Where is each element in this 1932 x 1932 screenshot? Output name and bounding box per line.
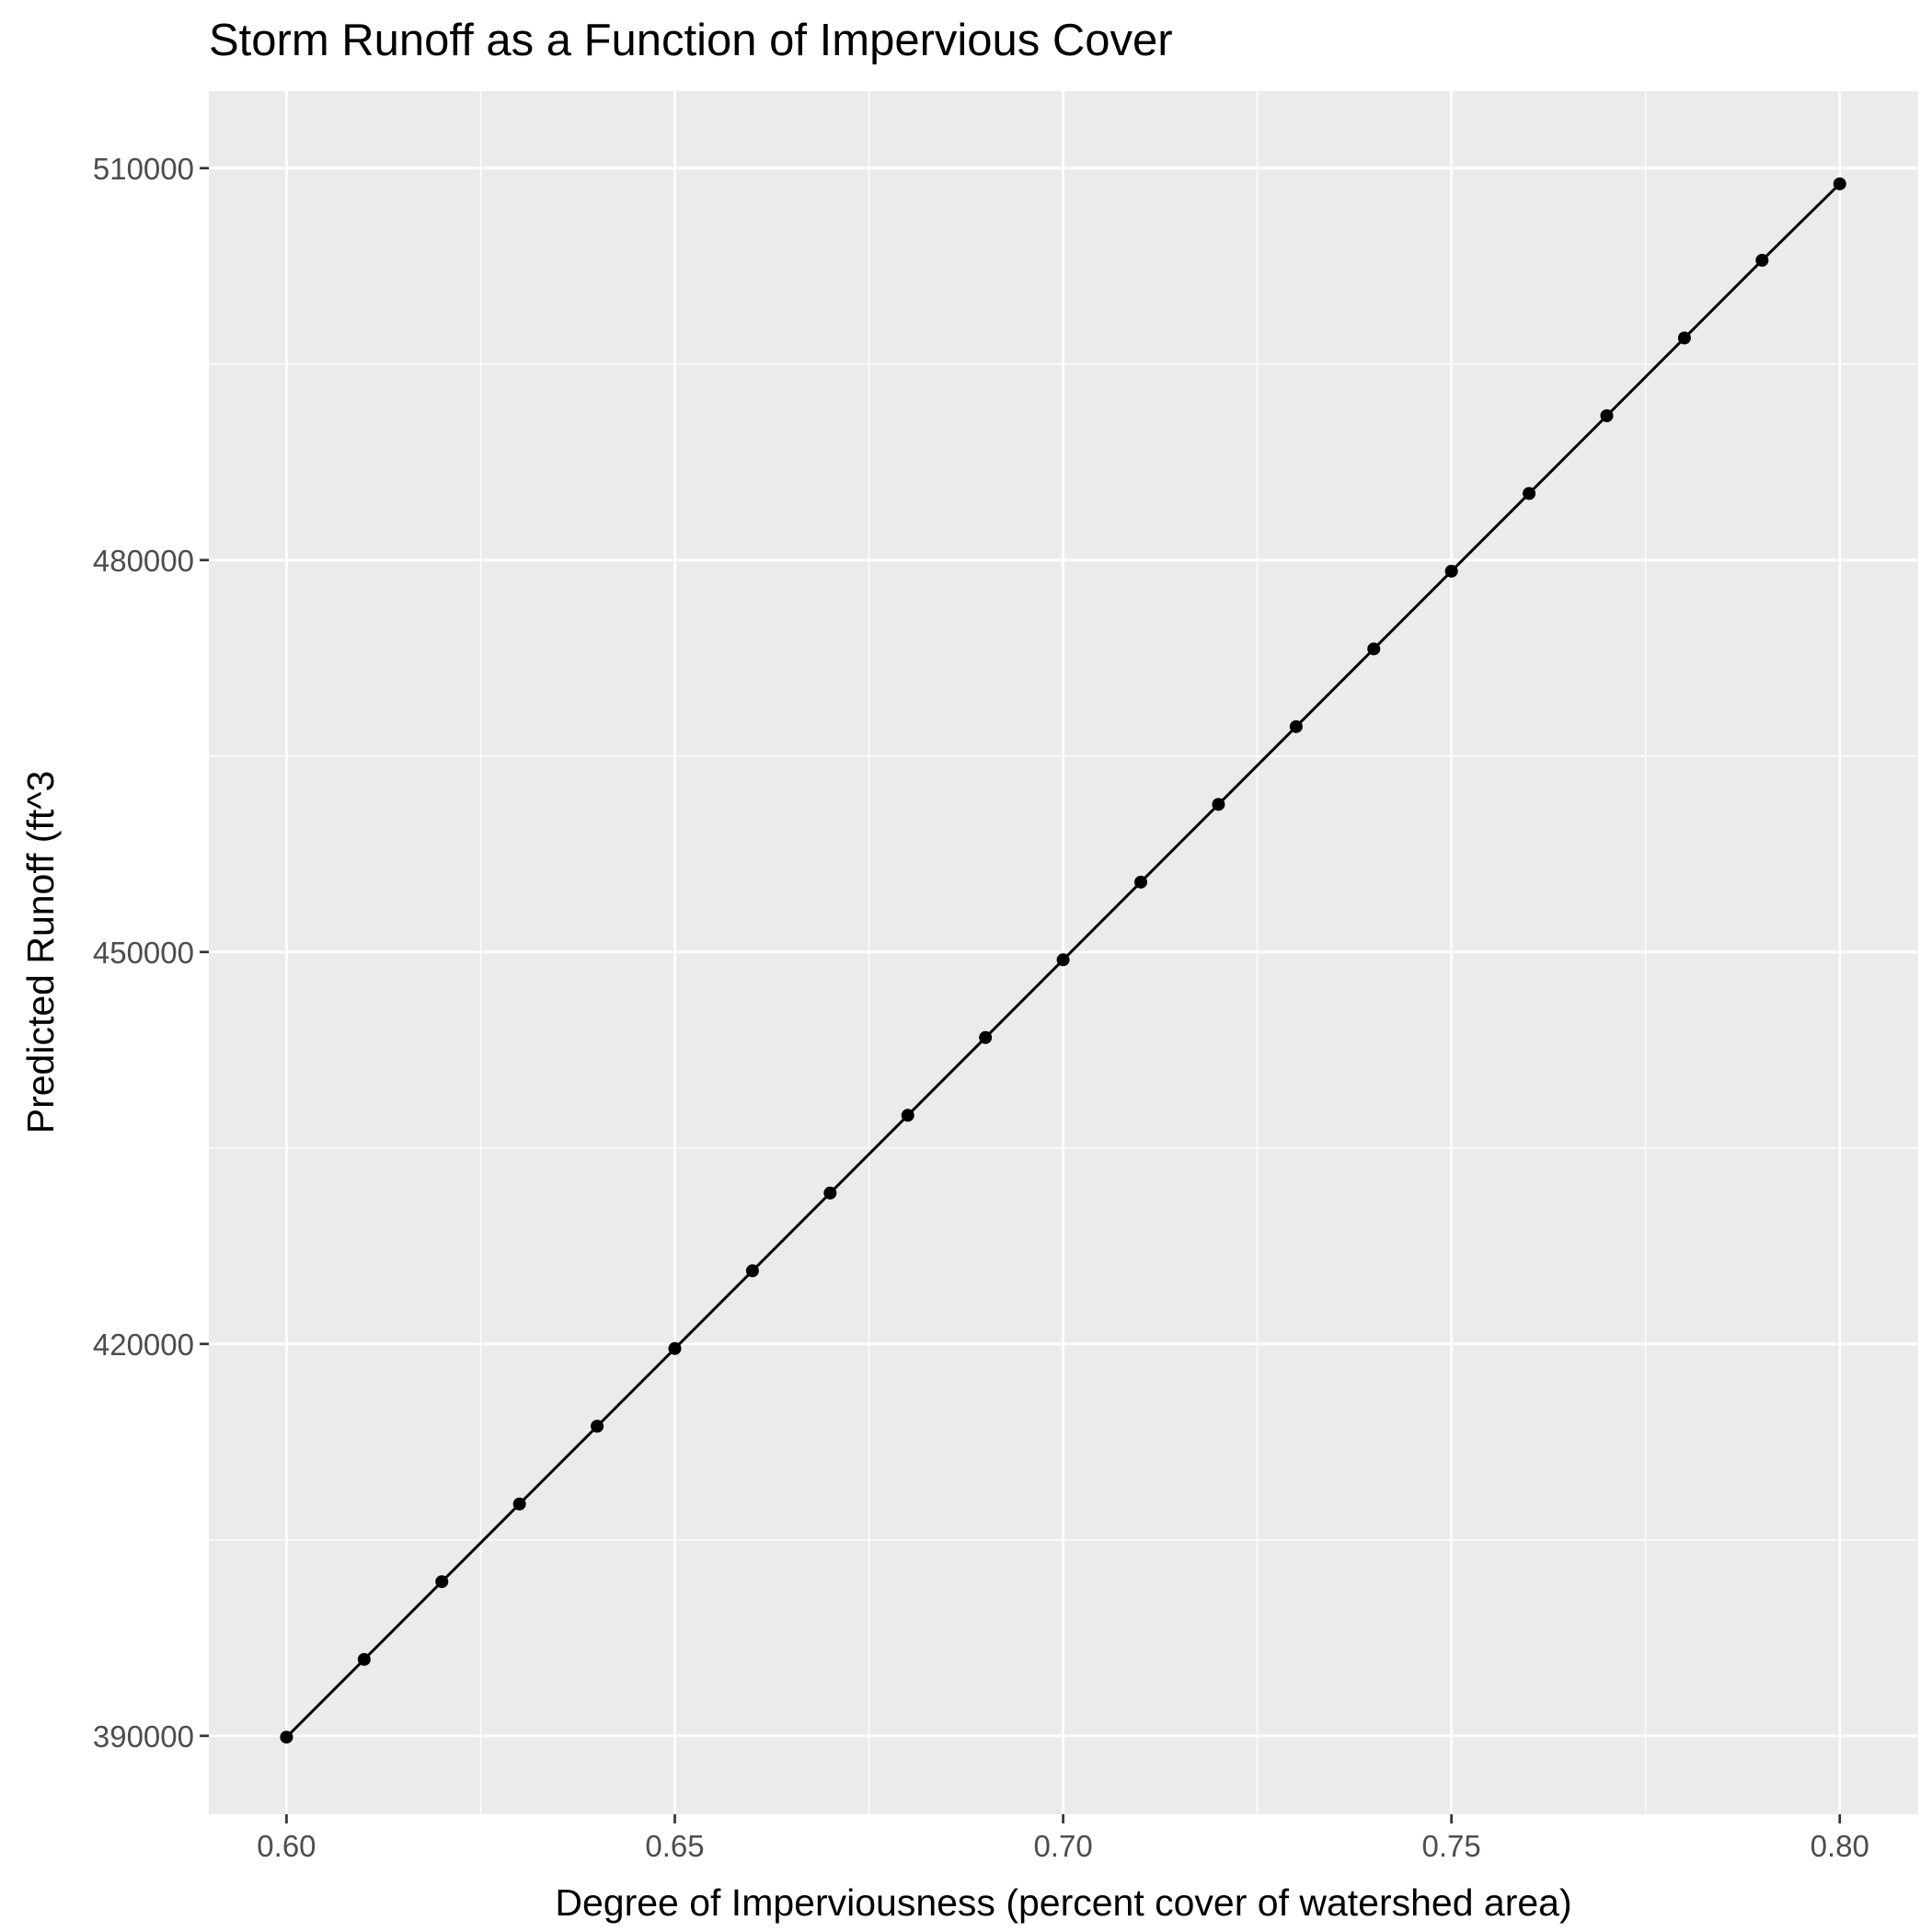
data-point [745, 1264, 759, 1278]
series-layer [280, 177, 1846, 1744]
data-point [1367, 642, 1381, 656]
data-point [1755, 253, 1769, 267]
x-tick-label: 0.65 [645, 1829, 704, 1863]
data-point [1523, 487, 1536, 500]
y-tick-label: 480000 [93, 544, 194, 578]
data-point [668, 1341, 682, 1355]
data-point [1212, 798, 1225, 811]
data-point [979, 1030, 993, 1044]
data-point [512, 1497, 526, 1511]
x-tick-label: 0.80 [1811, 1829, 1869, 1863]
data-point [1833, 177, 1846, 190]
data-point [823, 1186, 837, 1200]
major-gridlines [209, 91, 1918, 1814]
data-point [901, 1109, 914, 1122]
data-point [1677, 331, 1691, 345]
y-tick-label: 420000 [93, 1328, 194, 1362]
data-point [357, 1652, 371, 1666]
data-point [435, 1575, 449, 1589]
y-tick-label: 450000 [93, 936, 194, 970]
x-tick-label: 0.60 [257, 1829, 316, 1863]
data-point [1056, 953, 1070, 967]
data-point [1289, 719, 1303, 733]
chart-title: Storm Runoff as a Function of Impervious… [209, 16, 1173, 65]
x-tick-label: 0.70 [1033, 1829, 1092, 1863]
y-axis-title: Predicted Runoff (ft^3 [19, 771, 62, 1134]
data-point [280, 1731, 293, 1744]
data-point [1444, 564, 1458, 578]
y-axis: 390000 420000 450000 480000 510000 [93, 152, 209, 1754]
data-point [1600, 408, 1614, 422]
y-tick-label: 390000 [93, 1719, 194, 1754]
data-point [1133, 875, 1147, 889]
x-axis-title: Degree of Imperviousness (percent cover … [555, 1881, 1571, 1924]
y-tick-label: 510000 [93, 152, 194, 186]
data-point [591, 1420, 604, 1433]
x-axis: 0.60 0.65 0.70 0.75 0.80 [257, 1814, 1869, 1863]
x-tick-label: 0.75 [1422, 1829, 1481, 1863]
